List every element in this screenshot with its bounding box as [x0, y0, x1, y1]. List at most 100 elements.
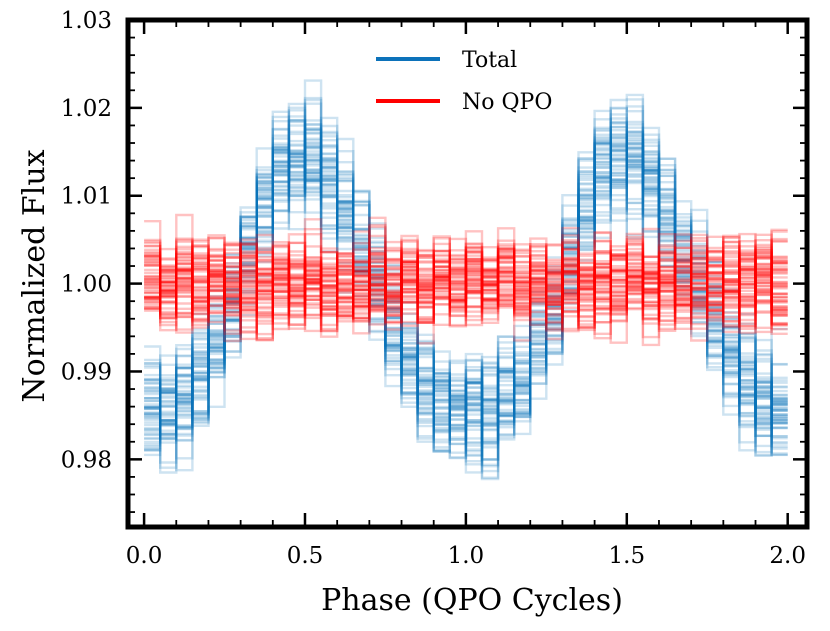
x-tick-label: 1.0 — [448, 543, 485, 569]
legend-label-total: Total — [462, 48, 517, 73]
realization-line — [144, 244, 788, 324]
realization-line — [144, 152, 788, 441]
realization-line — [144, 120, 788, 444]
realization-line — [144, 231, 788, 332]
realization-line — [144, 127, 788, 444]
realization-line — [144, 132, 788, 454]
realization-line — [144, 227, 788, 315]
realization-line — [144, 226, 788, 333]
realization-line — [144, 237, 788, 342]
realization-line — [144, 149, 788, 481]
realization-line — [144, 250, 788, 330]
realization-line — [144, 230, 788, 345]
realization-line — [144, 126, 788, 430]
realization-line — [144, 232, 788, 329]
realization-line — [144, 133, 788, 457]
realization-line — [144, 124, 788, 437]
realization-line — [144, 233, 788, 317]
realization-line — [144, 121, 788, 436]
x-tick-label: 0.5 — [287, 543, 324, 569]
realization-line — [144, 139, 788, 451]
realization-line — [144, 228, 788, 330]
realization-line — [144, 249, 788, 331]
y-axis-title: Normalized Flux — [17, 149, 52, 402]
realization-line — [144, 255, 788, 336]
realization-line — [144, 139, 788, 469]
realization-line — [144, 216, 788, 329]
realization-line — [144, 253, 788, 338]
realization-line — [144, 127, 788, 452]
realization-line — [144, 145, 788, 426]
realization-line — [144, 142, 788, 438]
realization-line — [144, 239, 788, 342]
realization-line — [144, 241, 788, 331]
realization-line — [144, 123, 788, 441]
realization-line — [144, 241, 788, 328]
realization-line — [144, 235, 788, 332]
realization-line — [144, 119, 788, 455]
realization-line — [144, 245, 788, 326]
realization-line — [144, 237, 788, 334]
realization-line — [144, 247, 788, 341]
realization-line — [144, 98, 788, 461]
realization-line — [144, 225, 788, 325]
realization-line — [144, 129, 788, 457]
realization-line — [144, 125, 788, 440]
realization-line — [144, 123, 788, 474]
realization-line — [144, 237, 788, 331]
realization-line — [144, 106, 788, 479]
realization-line — [144, 102, 788, 457]
realization-line — [144, 238, 788, 342]
series-no-qpo — [144, 213, 788, 347]
realization-line — [144, 128, 788, 444]
realization-line — [144, 96, 788, 429]
realization-line — [144, 240, 788, 335]
realization-line — [144, 243, 788, 323]
realization-line — [144, 115, 788, 434]
x-tick-label: 0.0 — [126, 543, 163, 569]
realization-line — [144, 243, 788, 322]
y-tick-label: 1.03 — [61, 8, 112, 34]
y-tick-label: 1.01 — [61, 184, 112, 210]
tick-layer — [128, 18, 807, 527]
legend-label-no-qpo: No QPO — [462, 90, 552, 115]
realization-line — [144, 140, 788, 456]
realization-line — [144, 228, 788, 316]
y-tick-label: 0.98 — [61, 447, 112, 473]
realization-line — [144, 242, 788, 327]
realization-line — [144, 126, 788, 452]
realization-line — [144, 242, 788, 340]
realization-line — [144, 135, 788, 473]
realization-line — [144, 237, 788, 315]
realization-line — [144, 230, 788, 324]
realization-line — [144, 232, 788, 334]
realization-line — [144, 107, 788, 474]
realization-line — [144, 233, 788, 330]
realization-line — [144, 239, 788, 327]
realization-line — [144, 122, 788, 472]
tick-label-layer: 0.0 0.5 1.0 1.5 2.0 0.98 0.99 1.00 1.01 1.02 1.03 — [61, 8, 806, 569]
realization-line — [144, 241, 788, 334]
x-tick-label: 2.0 — [769, 543, 806, 569]
realization-line — [144, 159, 788, 461]
x-axis-title: Phase (QPO Cycles) — [321, 583, 623, 618]
y-tick-label: 1.02 — [61, 96, 112, 122]
realization-line — [144, 233, 788, 331]
legend: Total No QPO — [376, 48, 552, 115]
realization-line — [144, 218, 788, 328]
realization-line — [144, 131, 788, 436]
realization-line — [144, 79, 788, 444]
realization-line — [144, 230, 788, 335]
realization-line — [144, 251, 788, 343]
realization-line — [144, 237, 788, 331]
realization-line — [144, 132, 788, 468]
realization-line — [144, 130, 788, 459]
realization-line — [144, 237, 788, 327]
realization-line — [144, 223, 788, 342]
realization-line — [144, 142, 788, 441]
realization-line — [144, 142, 788, 442]
realization-line — [144, 245, 788, 335]
realization-line — [144, 137, 788, 427]
